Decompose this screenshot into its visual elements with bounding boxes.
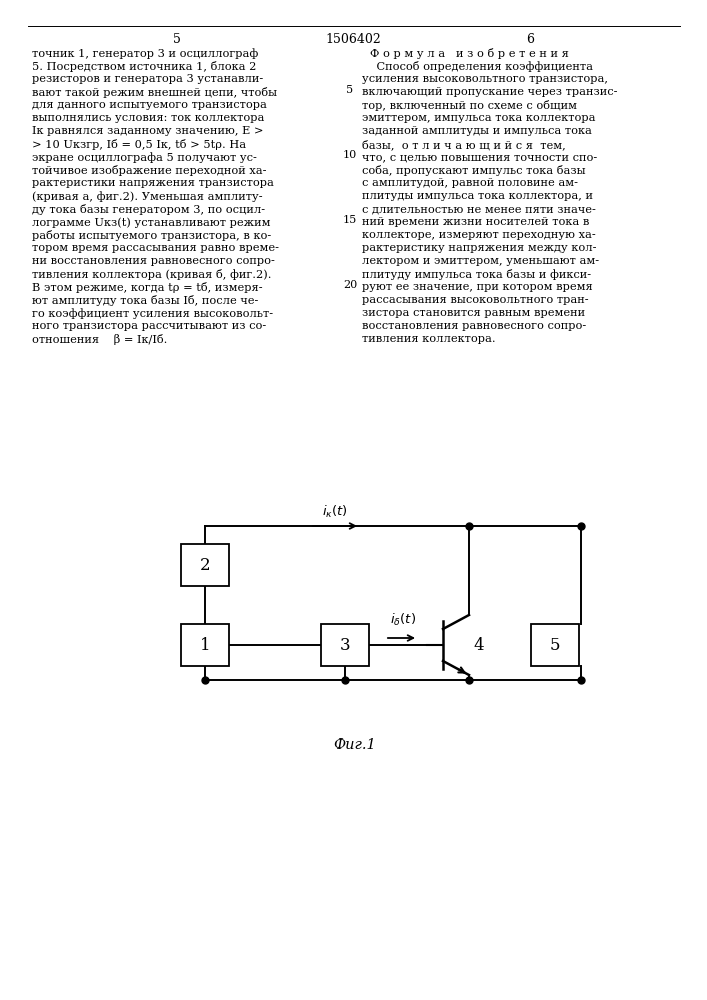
- Bar: [531, 624, 579, 666]
- Text: тор, включенный по схеме с общим: тор, включенный по схеме с общим: [362, 100, 577, 111]
- Text: 5: 5: [346, 85, 354, 95]
- Text: лограмме Uкз(t) устанавливают режим: лограмме Uкз(t) устанавливают режим: [32, 217, 271, 228]
- Text: Фиг.1: Фиг.1: [334, 738, 376, 752]
- Text: 1: 1: [199, 637, 210, 654]
- Text: вают такой режим внешней цепи, чтобы: вают такой режим внешней цепи, чтобы: [32, 87, 277, 98]
- Text: 15: 15: [343, 215, 357, 225]
- Text: $i_{\kappa}(t)$: $i_{\kappa}(t)$: [322, 504, 348, 520]
- Text: рассасывания высоковольтного тран-: рассасывания высоковольтного тран-: [362, 295, 589, 305]
- Bar: [321, 624, 369, 666]
- Text: 5: 5: [173, 33, 181, 46]
- Text: руют ее значение, при котором время: руют ее значение, при котором время: [362, 282, 592, 292]
- Text: тивления коллектора.: тивления коллектора.: [362, 334, 496, 344]
- Text: 20: 20: [343, 280, 357, 290]
- Text: (кривая а, фиг.2). Уменьшая амплиту-: (кривая а, фиг.2). Уменьшая амплиту-: [32, 191, 262, 202]
- Text: выполнялись условия: ток коллектора: выполнялись условия: ток коллектора: [32, 113, 264, 123]
- Text: восстановления равновесного сопро-: восстановления равновесного сопро-: [362, 321, 586, 331]
- Text: базы,  о т л и ч а ю щ и й с я  тем,: базы, о т л и ч а ю щ и й с я тем,: [362, 139, 566, 150]
- Text: ют амплитуду тока базы Iб, после че-: ют амплитуду тока базы Iб, после че-: [32, 295, 258, 306]
- Text: 2: 2: [199, 556, 210, 574]
- Text: 5: 5: [550, 637, 560, 654]
- Text: отношения    β = Iк/Iб.: отношения β = Iк/Iб.: [32, 334, 168, 345]
- Text: работы испытуемого транзистора, в ко-: работы испытуемого транзистора, в ко-: [32, 230, 271, 241]
- Text: ний времени жизни носителей тока в: ний времени жизни носителей тока в: [362, 217, 590, 227]
- Text: резисторов и генератора 3 устанавли-: резисторов и генератора 3 устанавли-: [32, 74, 263, 84]
- Text: рактеристику напряжения между кол-: рактеристику напряжения между кол-: [362, 243, 597, 253]
- Text: 4: 4: [473, 637, 484, 654]
- Text: Способ определения коэффициента: Способ определения коэффициента: [362, 61, 593, 72]
- Text: что, с целью повышения точности спо-: что, с целью повышения точности спо-: [362, 152, 597, 162]
- Text: усиления высоковольтного транзистора,: усиления высоковольтного транзистора,: [362, 74, 608, 84]
- Bar: [181, 544, 229, 586]
- Text: рактеристики напряжения транзистора: рактеристики напряжения транзистора: [32, 178, 274, 188]
- Text: тивления коллектора (кривая б, фиг.2).: тивления коллектора (кривая б, фиг.2).: [32, 269, 271, 280]
- Text: тором время рассасывания равно време-: тором время рассасывания равно време-: [32, 243, 279, 253]
- Text: соба, пропускают импульс тока базы: соба, пропускают импульс тока базы: [362, 165, 585, 176]
- Text: ного транзистора рассчитывают из со-: ного транзистора рассчитывают из со-: [32, 321, 267, 331]
- Text: эмиттером, импульса тока коллектора: эмиттером, импульса тока коллектора: [362, 113, 595, 123]
- Text: 1506402: 1506402: [325, 33, 381, 46]
- Text: ни восстановления равновесного сопро-: ни восстановления равновесного сопро-: [32, 256, 275, 266]
- Text: плитуды импульса тока коллектора, и: плитуды импульса тока коллектора, и: [362, 191, 593, 201]
- Text: В этом режиме, когда tρ = tб, измеря-: В этом режиме, когда tρ = tб, измеря-: [32, 282, 262, 293]
- Text: включающий пропускание через транзис-: включающий пропускание через транзис-: [362, 87, 617, 97]
- Text: коллекторе, измеряют переходную ха-: коллекторе, измеряют переходную ха-: [362, 230, 596, 240]
- Text: для данного испытуемого транзистора: для данного испытуемого транзистора: [32, 100, 267, 110]
- Text: заданной амплитуды и импульса тока: заданной амплитуды и импульса тока: [362, 126, 592, 136]
- Text: точник 1, генератор 3 и осциллограф: точник 1, генератор 3 и осциллограф: [32, 48, 258, 59]
- Text: 10: 10: [343, 150, 357, 160]
- Text: зистора становится равным времени: зистора становится равным времени: [362, 308, 585, 318]
- Text: $i_{\delta}(t)$: $i_{\delta}(t)$: [390, 612, 416, 628]
- Text: экране осциллографа 5 получают ус-: экране осциллографа 5 получают ус-: [32, 152, 257, 163]
- Text: с амплитудой, равной половине ам-: с амплитудой, равной половине ам-: [362, 178, 578, 188]
- Text: > 10 Uкзгр, Iб = 0,5 Iк, tб > 5tρ. На: > 10 Uкзгр, Iб = 0,5 Iк, tб > 5tρ. На: [32, 139, 246, 150]
- Text: Ф о р м у л а   и з о б р е т е н и я: Ф о р м у л а и з о б р е т е н и я: [370, 48, 569, 59]
- Text: плитуду импульса тока базы и фикси-: плитуду импульса тока базы и фикси-: [362, 269, 591, 280]
- Text: 5. Посредством источника 1, блока 2: 5. Посредством источника 1, блока 2: [32, 61, 257, 72]
- Text: Iк равнялся заданному значению, E >: Iк равнялся заданному значению, E >: [32, 126, 264, 136]
- Bar: [181, 624, 229, 666]
- Text: го коэффициент усиления высоковольт-: го коэффициент усиления высоковольт-: [32, 308, 273, 319]
- Text: с длительностью не менее пяти значе-: с длительностью не менее пяти значе-: [362, 204, 596, 214]
- Text: лектором и эмиттером, уменьшают ам-: лектором и эмиттером, уменьшают ам-: [362, 256, 599, 266]
- Text: 6: 6: [526, 33, 534, 46]
- Text: 3: 3: [339, 637, 350, 654]
- Text: ду тока базы генератором 3, по осцил-: ду тока базы генератором 3, по осцил-: [32, 204, 265, 215]
- Text: тойчивое изображение переходной ха-: тойчивое изображение переходной ха-: [32, 165, 267, 176]
